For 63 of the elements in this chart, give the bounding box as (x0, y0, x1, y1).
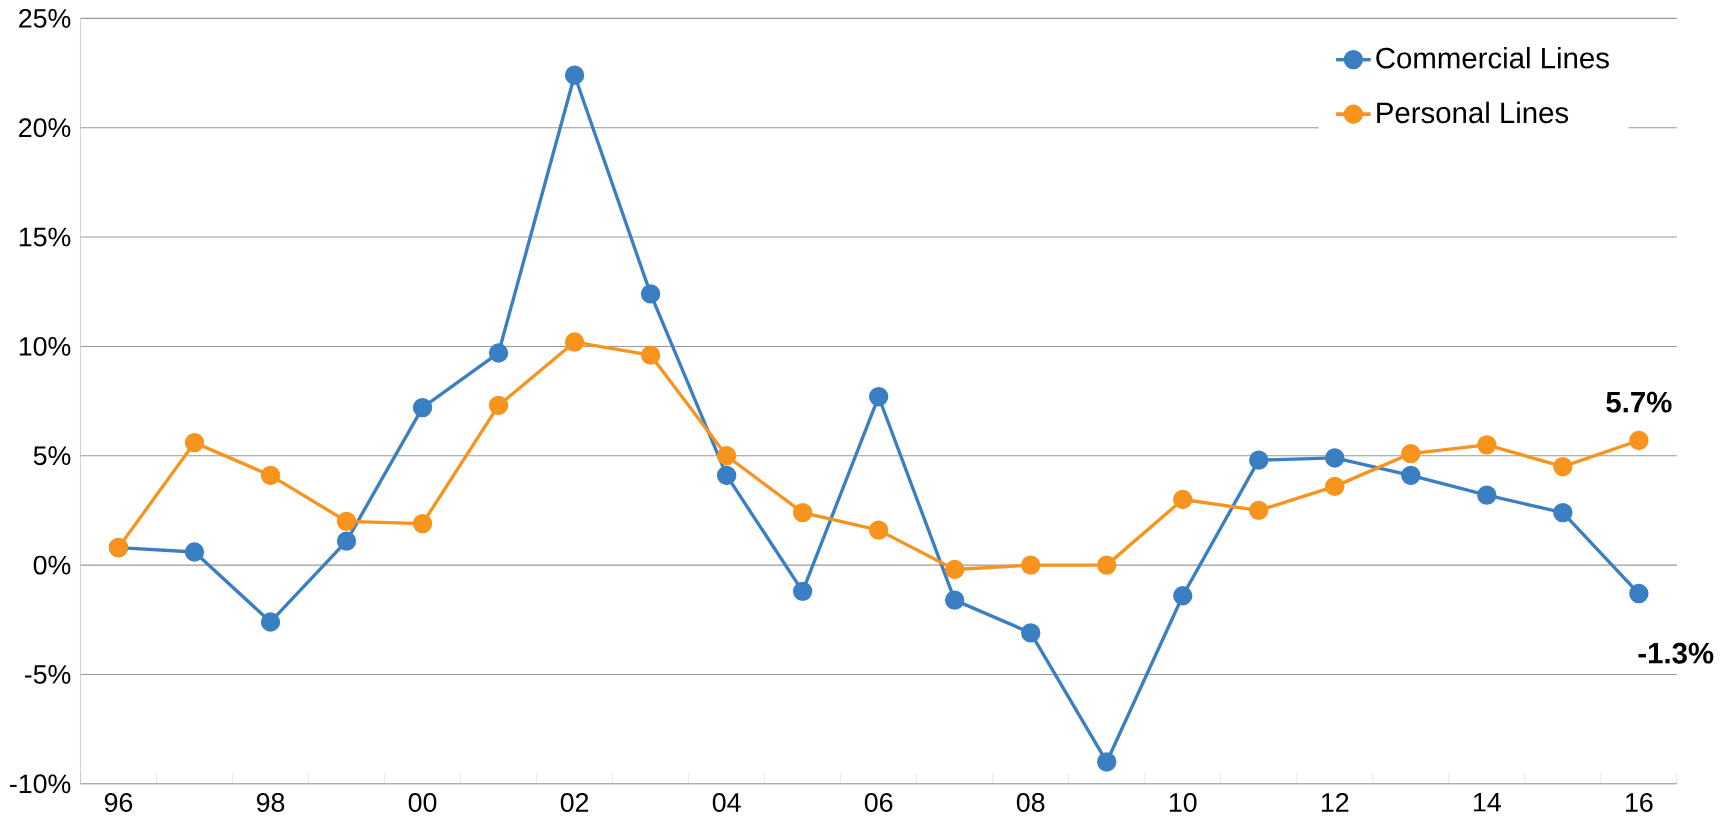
point (944, 559, 965, 580)
point (488, 395, 509, 416)
legend-label: Commercial Lines (1376, 47, 1609, 69)
point (412, 398, 433, 418)
point (564, 332, 585, 352)
y-tick-label: -10% (10, 774, 71, 794)
point (1021, 623, 1041, 643)
y-tick-label: 25% (19, 9, 71, 28)
point (184, 542, 205, 562)
point (260, 612, 281, 632)
point (640, 345, 661, 365)
annotation: -1.3% (1638, 642, 1714, 664)
point (1021, 555, 1041, 575)
y-tick-label: 10% (19, 337, 71, 356)
x-tick-label: 12 (1321, 793, 1349, 812)
point (1629, 583, 1649, 604)
point (1249, 500, 1269, 521)
point (564, 65, 585, 85)
point (716, 446, 737, 466)
point (792, 503, 813, 523)
x-tick-label: 02 (560, 793, 589, 812)
point (1173, 586, 1193, 606)
x-tick-label: 04 (712, 793, 741, 812)
legend-label: Personal Lines (1377, 101, 1569, 124)
x-tick-label: 10 (1169, 793, 1197, 812)
point (260, 465, 281, 486)
x-tick-label: 06 (864, 793, 893, 812)
y-tick-label: 0% (33, 555, 71, 575)
point (488, 343, 509, 363)
x-tick-label: 16 (1626, 793, 1653, 812)
point (1173, 489, 1193, 510)
point (868, 520, 889, 540)
point (184, 433, 205, 453)
point (1097, 555, 1117, 575)
point (1477, 485, 1497, 505)
point (716, 465, 737, 486)
point (1249, 450, 1269, 470)
point (412, 513, 433, 534)
annotation: 5.7% (1606, 391, 1672, 413)
x-tick-label: 14 (1473, 793, 1501, 812)
y-tick-label: -5% (24, 665, 71, 684)
point (1553, 503, 1573, 523)
point (1629, 430, 1649, 451)
point (1401, 465, 1421, 486)
point (868, 387, 889, 407)
y-tick-label: 20% (19, 118, 71, 138)
x-tick-label: 98 (256, 793, 285, 812)
x-tick-label: 08 (1016, 793, 1045, 812)
point (336, 531, 357, 551)
x-tick-label: 00 (408, 793, 437, 812)
point (1401, 443, 1421, 464)
point (1097, 752, 1117, 772)
y-tick-label: 15% (19, 227, 71, 247)
point (792, 581, 813, 602)
point (1553, 457, 1573, 477)
point (1325, 476, 1345, 497)
point (336, 511, 357, 532)
point (1325, 448, 1345, 468)
point (944, 590, 965, 610)
x-tick-label: 96 (104, 793, 133, 812)
point (1477, 435, 1497, 455)
point (640, 284, 661, 304)
y-tick-label: 5% (33, 446, 71, 466)
